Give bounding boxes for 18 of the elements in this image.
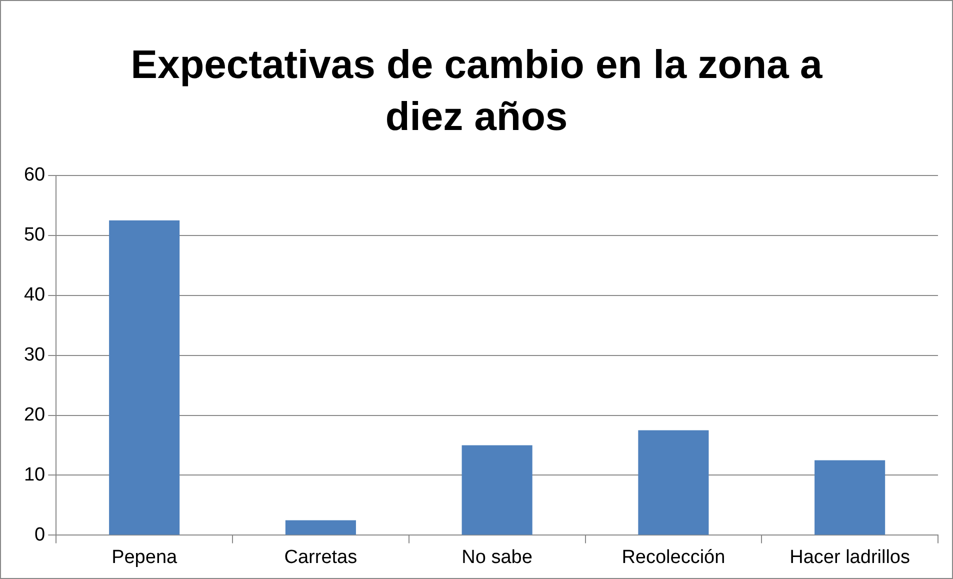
x-tick-label: Carretas: [284, 546, 358, 568]
y-tick-label: 50: [24, 224, 46, 246]
bar: [638, 430, 709, 535]
y-tick-label: 10: [24, 464, 46, 486]
x-tick-label: Pepena: [112, 546, 178, 568]
y-tick-label: 20: [24, 404, 46, 426]
y-tick-label: 40: [24, 284, 46, 306]
x-tick-label: Recolección: [622, 546, 726, 568]
x-tick-label: Hacer ladrillos: [790, 546, 910, 568]
bar: [109, 220, 180, 535]
bar: [285, 520, 356, 535]
y-tick-label: 0: [34, 524, 46, 546]
chart-title: Expectativas de cambio en la zona a diez años: [130, 42, 824, 141]
bar: [814, 460, 886, 535]
y-tick-label: 30: [24, 344, 46, 366]
x-tick-label: No sabe: [462, 546, 532, 568]
bar: [462, 445, 532, 535]
y-tick-label: 60: [24, 164, 46, 186]
